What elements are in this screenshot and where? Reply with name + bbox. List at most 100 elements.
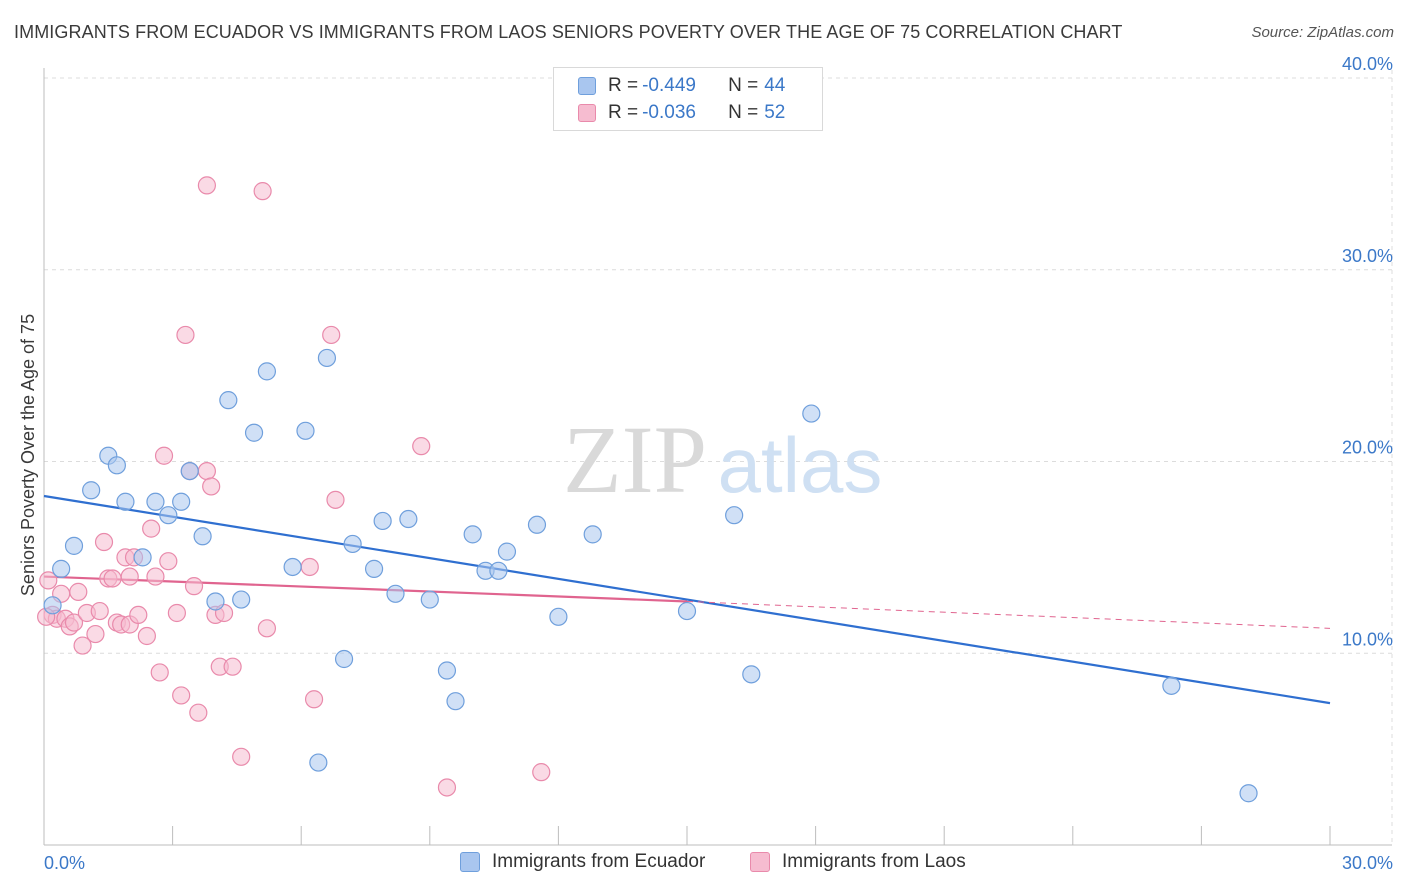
point-laos [150, 663, 169, 682]
point-ecuador [364, 559, 384, 578]
point-ecuador [82, 481, 101, 500]
point-laos [412, 437, 431, 456]
y-tick-label: 40.0% [1342, 54, 1393, 74]
point-ecuador [180, 461, 199, 481]
point-laos [103, 569, 122, 588]
point-laos [176, 325, 195, 345]
point-ecuador [107, 456, 126, 475]
legend-r-label: R = [608, 102, 639, 123]
legend-label-laos: Immigrants from Laos [782, 851, 966, 872]
y-tick-label: 10.0% [1342, 629, 1393, 649]
point-laos [86, 624, 105, 644]
y-axis-label: Seniors Poverty Over the Age of 75 [18, 314, 38, 596]
laos-swatch [578, 104, 596, 122]
point-ecuador [549, 607, 568, 626]
point-ecuador [334, 649, 354, 669]
x-tick-label: 0.0% [44, 853, 85, 873]
point-ecuador [1239, 784, 1258, 803]
legend-n-label: N = [728, 102, 759, 123]
point-laos [322, 325, 341, 345]
point-laos [232, 747, 251, 766]
point-ecuador [489, 561, 508, 580]
point-laos [159, 552, 178, 571]
point-ecuador [725, 506, 744, 525]
legend-n-label: N = [728, 75, 759, 96]
watermark-atlas: atlas [718, 421, 883, 509]
point-ecuador [64, 536, 84, 555]
chart-title: IMMIGRANTS FROM ECUADOR VS IMMIGRANTS FR… [14, 22, 1123, 42]
point-ecuador [463, 525, 482, 544]
point-laos [300, 557, 319, 577]
trend-ecuador [43, 494, 1331, 705]
legend-item-ecuador[interactable]: Immigrants from Ecuador [460, 851, 705, 873]
point-laos [202, 477, 221, 496]
point-ecuador [386, 584, 405, 603]
point-laos [223, 657, 242, 676]
point-laos [326, 490, 345, 509]
point-ecuador [296, 421, 315, 440]
point-ecuador [802, 404, 821, 423]
point-laos [69, 582, 88, 601]
point-ecuador [206, 592, 225, 611]
point-laos [184, 577, 204, 596]
legend-label-ecuador: Immigrants from Ecuador [492, 851, 706, 872]
ecuador-legend-swatch [460, 852, 480, 872]
point-laos [189, 703, 208, 722]
point-ecuador [373, 511, 392, 531]
point-ecuador [399, 509, 418, 529]
point-laos [197, 176, 216, 195]
axes [43, 68, 1392, 846]
ecuador-swatch [578, 77, 596, 95]
point-ecuador [309, 753, 328, 772]
point-laos [129, 605, 148, 625]
legend-r-label: R = [608, 75, 639, 96]
point-laos [253, 182, 272, 201]
point-ecuador [437, 661, 457, 680]
point-laos [90, 601, 109, 621]
trend-laos-extension [686, 600, 1331, 629]
source-label: Source: ZipAtlas.com [1251, 24, 1394, 41]
point-laos [532, 763, 551, 782]
legend-n-value: 44 [764, 75, 786, 96]
stats-legend: R = -0.449 N = 44 R = -0.036 N = 52 [553, 67, 823, 131]
point-ecuador [193, 527, 212, 546]
point-laos [39, 571, 58, 590]
point-laos [94, 532, 114, 552]
point-ecuador [244, 423, 264, 442]
point-ecuador [133, 548, 152, 567]
point-laos [154, 446, 174, 465]
y-tick-label: 20.0% [1342, 438, 1393, 458]
legend-item-laos[interactable]: Immigrants from Laos [750, 851, 966, 873]
point-laos [137, 626, 156, 646]
point-ecuador [497, 542, 517, 561]
laos-legend-swatch [750, 852, 770, 872]
data-points [37, 176, 1258, 803]
point-ecuador [232, 590, 251, 609]
point-laos [437, 778, 457, 797]
point-ecuador [283, 557, 302, 577]
point-laos [257, 619, 277, 638]
point-ecuador [343, 534, 362, 554]
point-ecuador [677, 601, 697, 621]
point-laos [142, 519, 161, 538]
point-laos [64, 613, 84, 632]
point-ecuador [1162, 676, 1181, 695]
point-ecuador [583, 525, 602, 544]
watermark: ZIP atlas [563, 406, 882, 513]
point-ecuador [742, 665, 761, 684]
point-ecuador [257, 362, 277, 381]
point-ecuador [172, 492, 191, 511]
series-legend: Immigrants from Ecuador Immigrants from … [0, 851, 1406, 879]
legend-row-ecuador: R = -0.449 N = 44 [578, 73, 785, 99]
point-ecuador [219, 391, 238, 410]
point-ecuador [116, 492, 135, 511]
point-laos [197, 461, 216, 481]
tick-labels: 10.0% 20.0% 30.0% 40.0% 0.0% 30.0% [44, 54, 1393, 873]
x-tick-label: 30.0% [1342, 853, 1393, 873]
point-ecuador [43, 596, 62, 615]
point-laos [73, 636, 92, 655]
point-ecuador [52, 559, 71, 578]
legend-r-value: -0.036 [642, 102, 696, 123]
point-ecuador [527, 515, 547, 534]
